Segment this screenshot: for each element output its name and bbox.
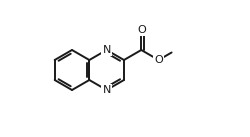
Text: N: N	[102, 45, 110, 55]
Text: O: O	[154, 55, 162, 65]
Text: O: O	[136, 25, 145, 35]
Text: N: N	[102, 85, 110, 95]
